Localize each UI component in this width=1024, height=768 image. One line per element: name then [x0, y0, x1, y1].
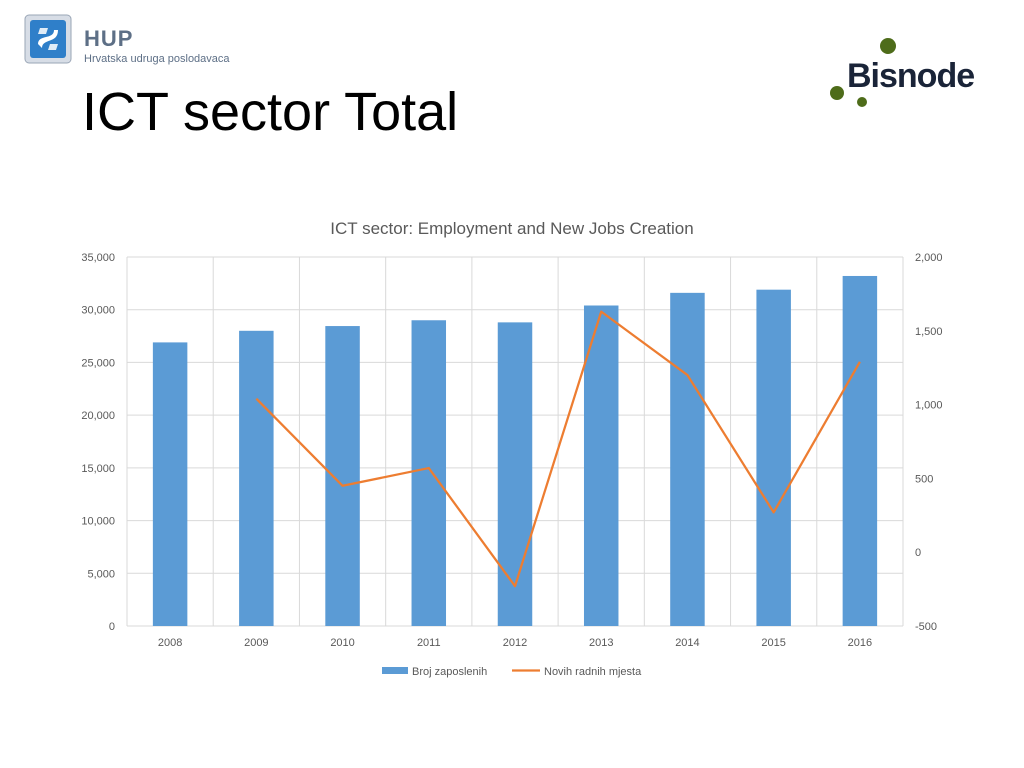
hup-logo-name: HUP	[84, 26, 134, 51]
x-tick-label: 2015	[761, 637, 785, 649]
x-tick-label: 2010	[330, 637, 354, 649]
page-title: ICT sector Total	[82, 82, 459, 142]
x-tick-label: 2009	[244, 637, 268, 649]
logo-dot-top	[880, 38, 896, 54]
x-tick-label: 2014	[675, 637, 699, 649]
hup-logo-icon	[24, 14, 72, 64]
y-right-tick-label: 500	[915, 473, 933, 485]
bar-2014	[670, 292, 705, 626]
bar-2011	[411, 320, 447, 626]
x-tick-label: 2013	[589, 637, 613, 649]
bar-2015	[756, 289, 791, 626]
y-left-tick-label: 35,000	[81, 252, 115, 264]
x-tick-label: 2011	[417, 637, 441, 649]
x-tick-label: 2008	[158, 637, 182, 649]
bisnode-logo: Bisnode	[830, 38, 975, 107]
y-right-tick-label: 1,500	[915, 326, 943, 338]
y-right-tick-label: 1,000	[915, 400, 943, 412]
y-left-tick-label: 25,000	[81, 357, 115, 369]
bar-2012	[497, 322, 533, 626]
y-left-tick-label: 10,000	[81, 516, 115, 528]
bisnode-logo-text: Bisnode	[847, 57, 974, 95]
chart-title: ICT sector: Employment and New Jobs Crea…	[330, 219, 693, 238]
x-tick-label: 2016	[848, 637, 872, 649]
y-left-tick-label: 15,000	[81, 463, 115, 475]
y-left-tick-label: 30,000	[81, 305, 115, 317]
logo-dot-left	[830, 86, 844, 100]
chart: ICT sector: Employment and New Jobs Crea…	[81, 219, 942, 678]
bar-series	[152, 275, 878, 626]
hup-logo-subtitle: Hrvatska udruga poslodavaca	[84, 53, 230, 65]
legend-label-line: Novih radnih mjesta	[544, 666, 642, 678]
bar-2008	[152, 342, 188, 626]
bar-2013	[583, 305, 619, 626]
bar-2016	[842, 275, 878, 626]
y-right-tick-label: 0	[915, 547, 921, 559]
legend-swatch-bar	[382, 667, 408, 674]
logo-dot-bottom	[857, 97, 867, 107]
axis-labels: 0 5,000 10,000 15,000 20,000 25,000 30,000 35,0…	[81, 252, 942, 649]
bar-2010	[325, 326, 360, 626]
bar-2009	[239, 330, 274, 626]
legend-label-bar: Broj zaposlenih	[412, 666, 487, 678]
y-left-tick-label: 20,000	[81, 410, 115, 422]
line-series	[255, 310, 861, 588]
legend: Broj zaposlenih Novih radnih mjesta	[382, 666, 642, 678]
y-right-tick-label: 2,000	[915, 252, 943, 264]
y-right-tick-label: -500	[915, 621, 937, 633]
y-left-tick-label: 0	[109, 621, 115, 633]
line-novih-radnih-mjesta	[255, 310, 861, 588]
x-tick-label: 2012	[503, 637, 527, 649]
y-left-tick-label: 5,000	[87, 568, 115, 580]
